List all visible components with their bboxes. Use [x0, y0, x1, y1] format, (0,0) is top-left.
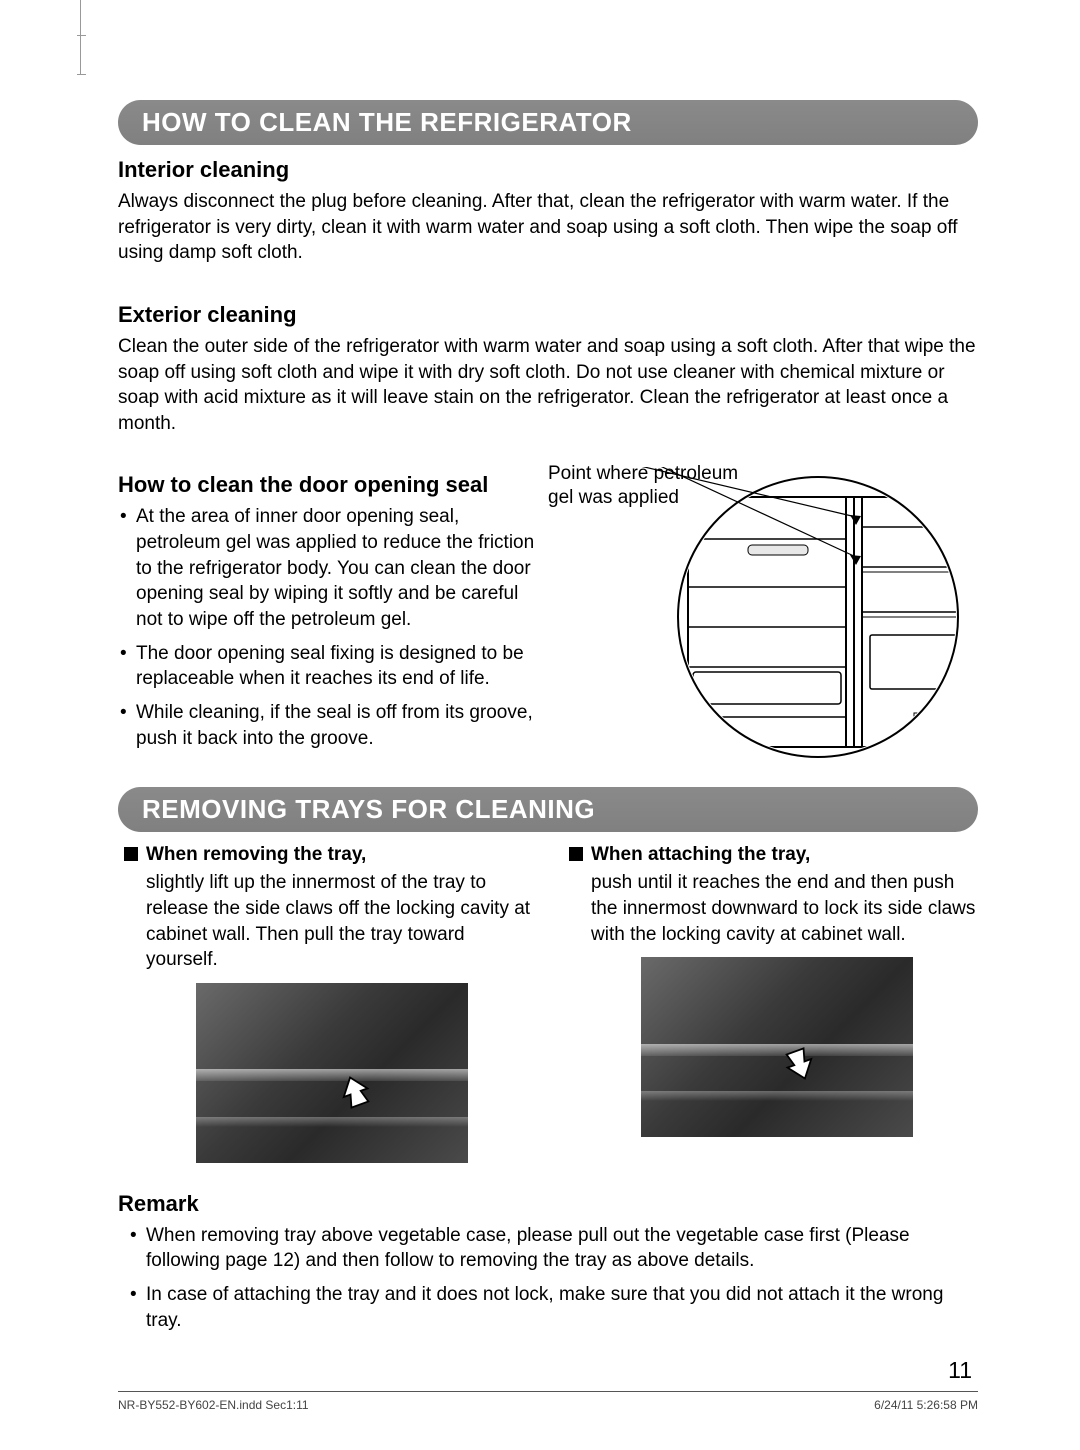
remark-bullet-2: In case of attaching the tray and it doe…: [146, 1282, 978, 1333]
footer-left: NR-BY552-BY602-EN.indd Sec1:11: [118, 1398, 309, 1412]
attach-text: push until it reaches the end and then p…: [563, 870, 978, 947]
seal-bullet-3: While cleaning, if the seal is off from …: [136, 700, 538, 751]
tray-attach-photo: [641, 957, 913, 1137]
remove-text: slightly lift up the innermost of the tr…: [118, 870, 533, 973]
page-content: HOW TO CLEAN THE REFRIGERATOR Interior c…: [118, 100, 978, 1384]
exterior-text: Clean the outer side of the refrigerator…: [118, 334, 978, 437]
down-arrow-icon: [782, 1047, 818, 1083]
seal-bullet-2: The door opening seal fixing is designed…: [136, 641, 538, 692]
remove-heading: When removing the tray,: [118, 844, 533, 866]
section-header-trays: REMOVING TRAYS FOR CLEANING: [118, 787, 978, 832]
footer-right: 6/24/11 5:26:58 PM: [874, 1398, 978, 1412]
section-title: HOW TO CLEAN THE REFRIGERATOR: [142, 107, 632, 137]
tray-remove-photo: [196, 983, 468, 1163]
attach-heading: When attaching the tray,: [563, 844, 978, 866]
page-number: 11: [118, 1357, 978, 1384]
page-fold-mark: [80, 0, 81, 75]
seal-bullets: At the area of inner door opening seal, …: [118, 504, 538, 751]
print-footer: NR-BY552-BY602-EN.indd Sec1:11 6/24/11 5…: [118, 1391, 978, 1412]
seal-heading: How to clean the door opening seal: [118, 472, 538, 498]
exterior-heading: Exterior cleaning: [118, 302, 978, 328]
section-title-2: REMOVING TRAYS FOR CLEANING: [142, 794, 595, 824]
seal-bullet-1: At the area of inner door opening seal, …: [136, 504, 538, 632]
fridge-diagram: [618, 467, 978, 767]
interior-heading: Interior cleaning: [118, 157, 978, 183]
interior-text: Always disconnect the plug before cleani…: [118, 189, 978, 266]
remark-bullets: When removing tray above vegetable case,…: [118, 1223, 978, 1334]
section-header-cleaning: HOW TO CLEAN THE REFRIGERATOR: [118, 100, 978, 145]
remark-bullet-1: When removing tray above vegetable case,…: [146, 1223, 978, 1274]
up-arrow-icon: [337, 1073, 373, 1109]
remark-heading: Remark: [118, 1191, 978, 1217]
